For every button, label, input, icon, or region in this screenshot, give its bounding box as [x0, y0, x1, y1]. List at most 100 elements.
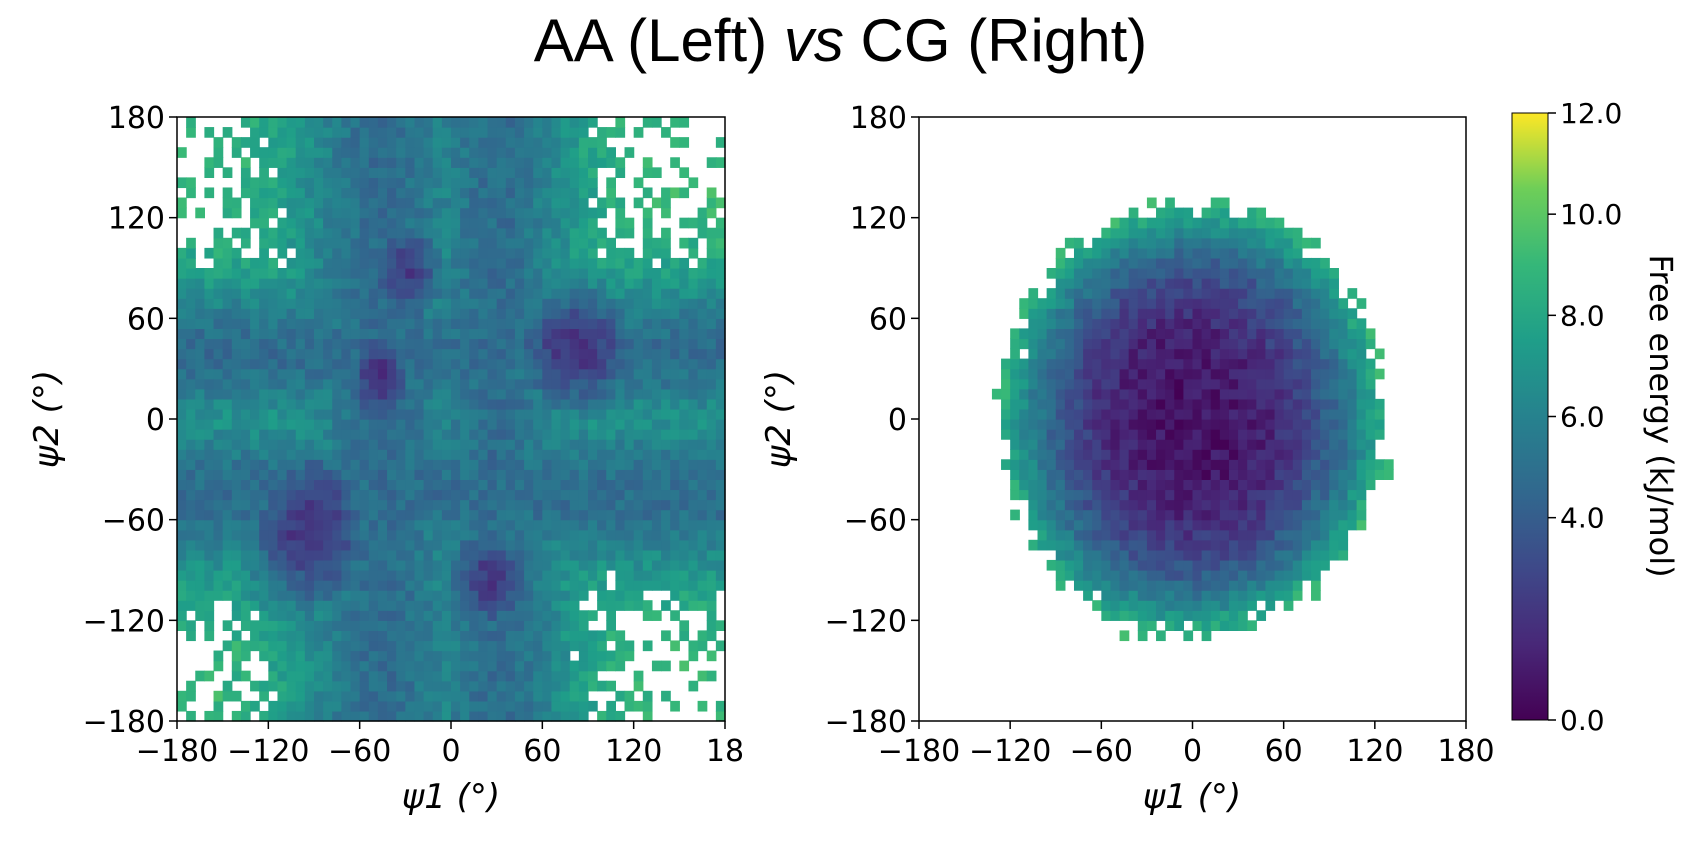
- heatmap-cell: [368, 449, 379, 460]
- heatmap-cell: [195, 378, 205, 390]
- heatmap-cell: [615, 247, 626, 259]
- heatmap-cell: [533, 378, 543, 390]
- heatmap-cell: [204, 499, 215, 511]
- heatmap-cell: [250, 590, 260, 601]
- heatmap-cell: [177, 358, 187, 370]
- heatmap-cell: [487, 439, 498, 450]
- heatmap-cell: [250, 308, 260, 319]
- heatmap-cell: [396, 197, 406, 209]
- heatmap-cell: [1347, 388, 1358, 400]
- heatmap-cell: [341, 167, 352, 178]
- heatmap-cell: [1210, 378, 1221, 390]
- heatmap-cell: [533, 650, 543, 662]
- heatmap-cell: [1046, 398, 1057, 410]
- heatmap-cell: [1046, 318, 1057, 329]
- heatmap-cell: [679, 288, 690, 299]
- heatmap-cell: [1383, 469, 1394, 480]
- heatmap-cell: [1256, 237, 1267, 249]
- heatmap-cell: [341, 549, 352, 561]
- heatmap-cell: [1347, 489, 1358, 501]
- heatmap-cell: [341, 519, 352, 531]
- heatmap-cell: [341, 217, 352, 229]
- heatmap-cell: [186, 590, 196, 601]
- heatmap-cell: [250, 177, 260, 189]
- heatmap-cell: [1228, 429, 1239, 440]
- heatmap-cell: [259, 358, 269, 370]
- heatmap-cell: [569, 710, 580, 722]
- heatmap-cell: [387, 419, 397, 430]
- heatmap-cell: [222, 328, 233, 340]
- heatmap-cell: [332, 630, 342, 642]
- heatmap-cell: [578, 580, 589, 591]
- heatmap-cell: [569, 197, 580, 209]
- heatmap-cell: [1146, 519, 1157, 531]
- heatmap-cell: [304, 630, 315, 642]
- heatmap-cell: [368, 278, 379, 289]
- heatmap-cell: [295, 237, 306, 249]
- heatmap-cell: [514, 570, 525, 581]
- heatmap-cell: [432, 419, 443, 430]
- heatmap-cell: [1137, 388, 1148, 400]
- heatmap-cell: [405, 449, 416, 460]
- heatmap-cell: [304, 439, 315, 450]
- heatmap-cell: [240, 419, 251, 430]
- colorbar-label: Free energy (kJ/mol): [1642, 254, 1680, 577]
- heatmap-cell: [1137, 278, 1148, 289]
- heatmap-cell: [460, 288, 470, 299]
- heatmap-cell: [1110, 539, 1121, 551]
- heatmap-cell: [615, 278, 626, 289]
- heatmap-cell: [359, 167, 370, 178]
- heatmap-cell: [615, 559, 626, 571]
- heatmap-cell: [231, 318, 242, 329]
- heatmap-cell: [387, 580, 397, 591]
- heatmap-cell: [314, 670, 324, 682]
- heatmap-cell: [323, 680, 333, 692]
- heatmap-cell: [469, 449, 479, 460]
- heatmap-cell: [314, 559, 324, 571]
- heatmap-cell: [1073, 449, 1084, 460]
- heatmap-cell: [268, 358, 279, 370]
- heatmap-cell: [651, 580, 662, 591]
- heatmap-cell: [204, 318, 215, 329]
- heatmap-cell: [304, 328, 315, 340]
- heatmap-cell: [240, 338, 251, 350]
- heatmap-cell: [460, 177, 470, 189]
- heatmap-cell: [1028, 489, 1039, 501]
- heatmap-cell: [259, 620, 269, 631]
- heatmap-cell: [1165, 469, 1175, 480]
- heatmap-cell: [286, 328, 297, 340]
- heatmap-cell: [624, 600, 635, 611]
- heatmap-cell: [505, 630, 516, 642]
- heatmap-cell: [478, 257, 489, 269]
- heatmap-cell: [1174, 217, 1184, 229]
- heatmap-cell: [560, 479, 571, 491]
- heatmap-cell: [715, 700, 726, 712]
- heatmap-cell: [533, 328, 543, 340]
- heatmap-cell: [441, 630, 452, 642]
- heatmap-cell: [405, 660, 416, 672]
- heatmap-cell: [368, 368, 379, 380]
- heatmap-cell: [186, 469, 196, 480]
- heatmap-cell: [204, 247, 215, 259]
- heatmap-cell: [186, 570, 196, 581]
- heatmap-cell: [496, 630, 507, 642]
- heatmap-cell: [1247, 237, 1257, 249]
- heatmap-cell: [478, 298, 489, 309]
- heatmap-cell: [1128, 489, 1139, 501]
- heatmap-cell: [359, 640, 370, 652]
- heatmap-cell: [551, 640, 562, 652]
- heatmap-cell: [1146, 348, 1157, 360]
- heatmap-cell: [387, 630, 397, 642]
- heatmap-cell: [496, 398, 507, 410]
- heatmap-cell: [368, 298, 379, 309]
- heatmap-cell: [661, 308, 671, 319]
- heatmap-cell: [551, 419, 562, 430]
- heatmap-cell: [286, 429, 297, 440]
- heatmap-cell: [405, 318, 416, 329]
- heatmap-cell: [1201, 610, 1212, 621]
- heatmap-cell: [295, 358, 306, 370]
- heatmap-cell: [661, 459, 671, 470]
- heatmap-cell: [1128, 509, 1139, 521]
- heatmap-cell: [1101, 368, 1112, 380]
- heatmap-cell: [204, 710, 215, 722]
